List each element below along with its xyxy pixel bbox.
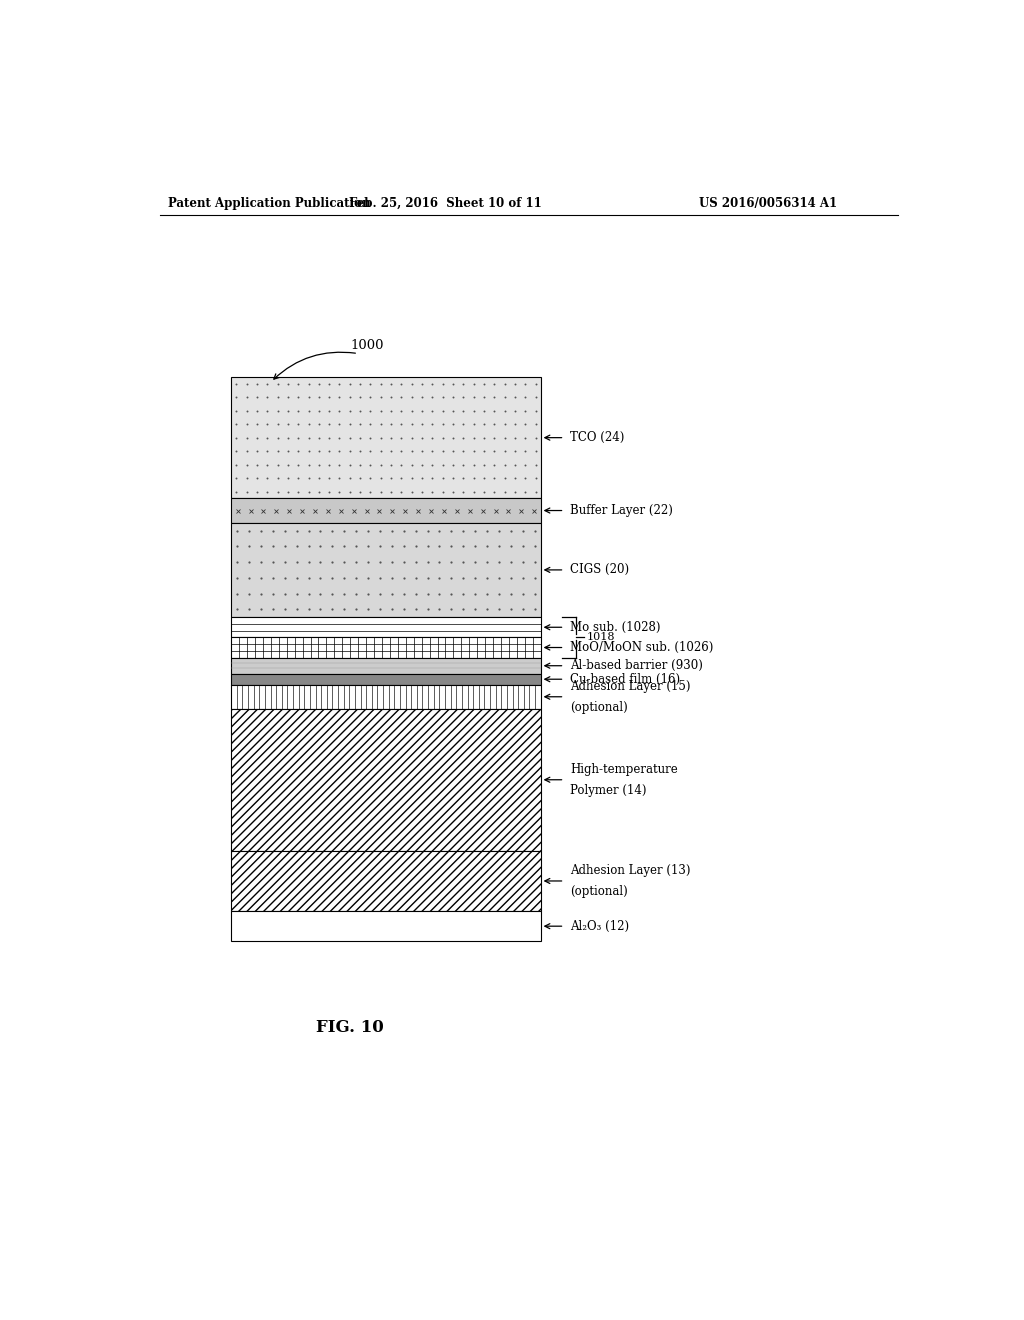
Text: Feb. 25, 2016  Sheet 10 of 11: Feb. 25, 2016 Sheet 10 of 11 <box>349 197 542 210</box>
Text: 1000: 1000 <box>350 338 384 351</box>
Text: Cu-based film (16): Cu-based film (16) <box>570 673 680 685</box>
Text: 1018: 1018 <box>587 632 615 643</box>
Bar <box>231 673 541 685</box>
Text: TCO (24): TCO (24) <box>570 432 625 444</box>
Bar <box>231 911 541 941</box>
Bar <box>231 638 541 657</box>
Bar <box>231 709 541 850</box>
Bar <box>231 523 541 618</box>
Bar <box>231 850 541 911</box>
Text: FIG. 10: FIG. 10 <box>316 1019 384 1036</box>
Text: MoO/MoON sub. (1026): MoO/MoON sub. (1026) <box>570 642 714 653</box>
Bar <box>231 850 541 911</box>
Text: Al-based barrier (930): Al-based barrier (930) <box>570 659 702 672</box>
Bar <box>231 685 541 709</box>
Text: Adhesion Layer (15): Adhesion Layer (15) <box>570 680 690 693</box>
Text: (optional): (optional) <box>570 884 628 898</box>
Text: Al₂O₃ (12): Al₂O₃ (12) <box>570 920 629 933</box>
Text: High-temperature: High-temperature <box>570 763 678 776</box>
Text: Adhesion Layer (13): Adhesion Layer (13) <box>570 863 690 876</box>
Bar <box>231 499 541 523</box>
Text: US 2016/0056314 A1: US 2016/0056314 A1 <box>699 197 838 210</box>
Bar <box>231 657 541 673</box>
Bar <box>231 618 541 638</box>
Text: Polymer (14): Polymer (14) <box>570 784 646 797</box>
Bar <box>231 709 541 850</box>
Text: CIGS (20): CIGS (20) <box>570 564 629 577</box>
Text: Mo sub. (1028): Mo sub. (1028) <box>570 620 660 634</box>
Text: Buffer Layer (22): Buffer Layer (22) <box>570 504 673 517</box>
Text: (optional): (optional) <box>570 701 628 714</box>
Bar <box>231 378 541 499</box>
Text: Patent Application Publication: Patent Application Publication <box>168 197 371 210</box>
